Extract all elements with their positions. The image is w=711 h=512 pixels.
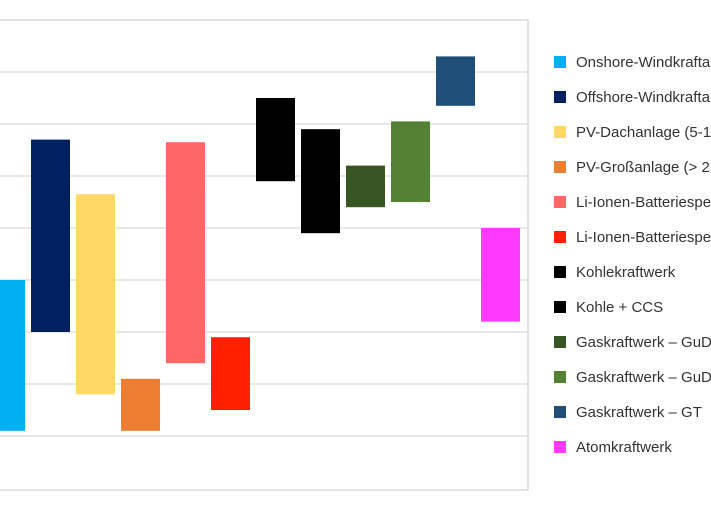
bar <box>121 378 160 431</box>
bar <box>211 337 250 410</box>
bar <box>391 121 430 202</box>
bar <box>346 165 385 208</box>
legend-label: PV-Großanlage (> 2 MWp) <box>576 159 711 176</box>
legend-swatch <box>554 126 566 138</box>
legend-label: Gaskraftwerk – GuD <box>576 334 711 351</box>
legend-swatch <box>554 406 566 418</box>
bar <box>301 129 340 234</box>
legend-label: Gaskraftwerk – GuD <box>576 369 711 386</box>
legend-label: Offshore-Windkraftanlage <box>576 89 711 106</box>
legend-swatch <box>554 266 566 278</box>
bar <box>256 98 295 182</box>
legend-label: PV-Dachanlage (5-15 kWp) <box>576 124 711 141</box>
bar <box>76 194 115 395</box>
bar <box>166 142 205 364</box>
bar <box>436 56 475 106</box>
bar <box>0 280 25 431</box>
legend-swatch <box>554 196 566 208</box>
legend-label: Gaskraftwerk – GT <box>576 404 702 421</box>
legend-swatch <box>554 301 566 313</box>
legend-label: Atomkraftwerk <box>576 439 672 456</box>
legend-swatch <box>554 336 566 348</box>
legend-label: Onshore-Windkraftanlage <box>576 54 711 71</box>
legend-swatch <box>554 91 566 103</box>
legend-swatch <box>554 56 566 68</box>
legend-label: Kohlekraftwerk <box>576 264 676 281</box>
bar <box>31 139 70 332</box>
legend-swatch <box>554 371 566 383</box>
legend-swatch <box>554 231 566 243</box>
legend-label: Kohle + CCS <box>576 299 663 316</box>
legend-label: Li-Ionen-Batteriespeicher <box>576 229 711 246</box>
legend-label: Li-Ionen-Batteriespeicher <box>576 194 711 211</box>
bar <box>481 228 520 322</box>
legend-swatch <box>554 161 566 173</box>
legend-swatch <box>554 441 566 453</box>
